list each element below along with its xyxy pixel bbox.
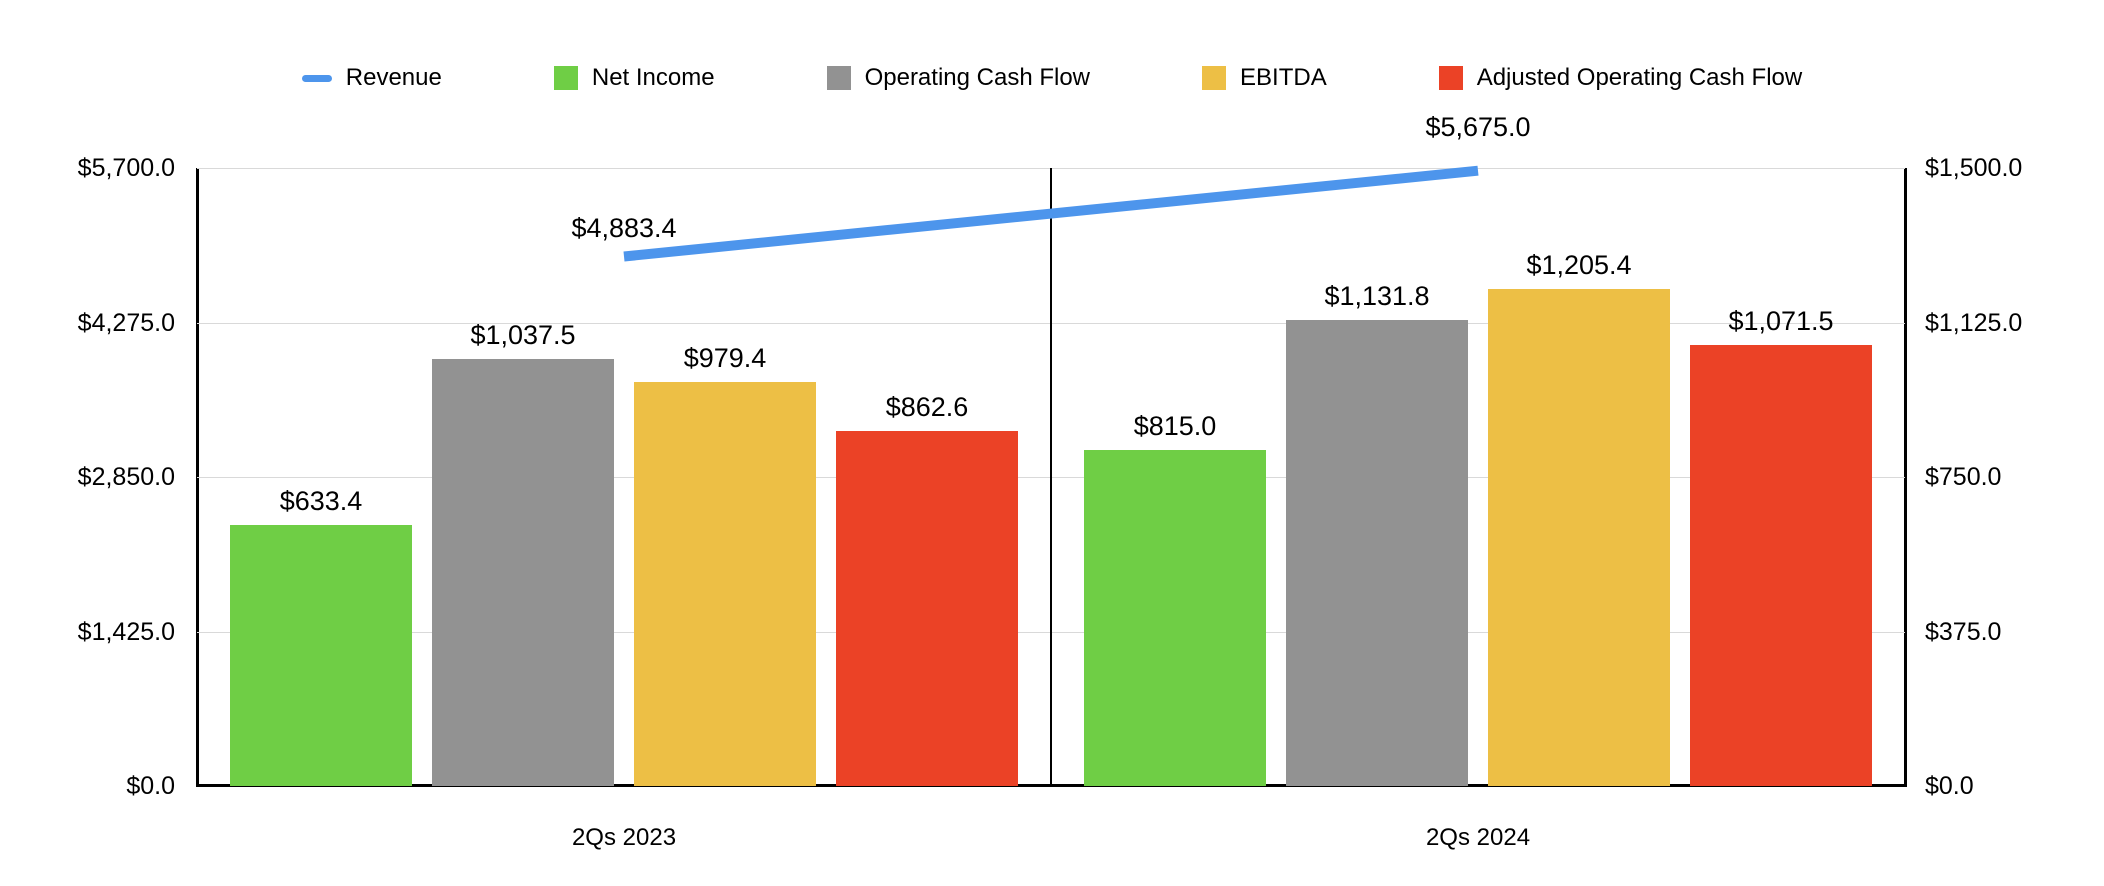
legend-square-swatch-net-income: [553, 66, 578, 90]
legend-item-net-income: Net Income: [553, 64, 715, 91]
chart-legend: Revenue Net Income Operating Cash Flow EBIT…: [0, 66, 2104, 90]
legend-square-swatch-ebitda: [1202, 66, 1227, 90]
legend-item-operating-cash-flow: Operating Cash Flow: [826, 64, 1091, 91]
legend-label: Operating Cash Flow: [864, 64, 1091, 91]
bar-value-label-adjusted-operating-cash-flow-2qs-2023: $862.6: [885, 391, 969, 422]
category-divider-line: [1050, 168, 1052, 786]
right-axis-tick: $375.0: [1925, 618, 2002, 646]
left-axis-tick: $4,275.0: [77, 309, 175, 337]
bar-net-income-2qs-2023: [230, 525, 412, 786]
bar-adjusted-operating-cash-flow-2qs-2023: [836, 431, 1018, 786]
bar-ebitda-2qs-2024: [1488, 289, 1670, 786]
right-axis-tick: $0.0: [1925, 772, 1974, 800]
bar-value-label-operating-cash-flow-2qs-2024: $1,131.8: [1324, 280, 1430, 311]
line-value-label-2qs-2024: $5,675.0: [1425, 111, 1531, 142]
category-label-2qs-2023: 2Qs 2023: [571, 824, 677, 851]
bar-operating-cash-flow-2qs-2023: [432, 359, 614, 786]
bar-net-income-2qs-2024: [1084, 450, 1266, 786]
legend-square-swatch-adjusted-operating-cash-flow: [1438, 66, 1463, 90]
legend-line-swatch-revenue: [301, 74, 332, 82]
bar-value-label-ebitda-2qs-2023: $979.4: [683, 342, 767, 373]
right-axis-tick: $750.0: [1925, 463, 2002, 491]
legend-item-revenue: Revenue: [301, 64, 442, 91]
right-axis-line: [1904, 168, 1907, 786]
right-axis-tick: $1,500.0: [1925, 154, 2023, 182]
legend-label: Adjusted Operating Cash Flow: [1476, 64, 1803, 91]
legend-item-adjusted-operating-cash-flow: Adjusted Operating Cash Flow: [1438, 64, 1803, 91]
bar-adjusted-operating-cash-flow-2qs-2024: [1690, 345, 1872, 786]
plot-area: $633.4 $815.0 $1,037.5 $1,131.8 $979.4 $1,205…: [196, 112, 1907, 787]
bar-ebitda-2qs-2023: [634, 382, 816, 786]
legend-square-swatch-operating-cash-flow: [826, 66, 851, 90]
legend-item-ebitda: EBITDA: [1202, 66, 1327, 90]
legend-label: EBITDA: [1240, 64, 1327, 91]
left-axis-tick: $5,700.0: [77, 154, 175, 182]
bar-value-label-net-income-2qs-2024: $815.0: [1133, 410, 1217, 441]
left-axis-tick: $0.0: [126, 772, 175, 800]
bar-value-label-adjusted-operating-cash-flow-2qs-2024: $1,071.5: [1728, 305, 1834, 336]
bar-operating-cash-flow-2qs-2024: [1286, 320, 1468, 786]
left-axis-tick: $2,850.0: [77, 463, 175, 491]
revenue-line: [623, 165, 1479, 262]
legend-label: Net Income: [591, 64, 715, 91]
left-axis-tick: $1,425.0: [77, 618, 175, 646]
category-label-2qs-2024: 2Qs 2024: [1425, 824, 1531, 851]
line-value-label-2qs-2023: $4,883.4: [571, 212, 677, 243]
bar-value-label-net-income-2qs-2023: $633.4: [279, 485, 363, 516]
legend-label: Revenue: [345, 64, 442, 91]
bar-value-label-ebitda-2qs-2024: $1,205.4: [1526, 249, 1632, 280]
right-axis-tick: $1,125.0: [1925, 309, 2023, 337]
bar-value-label-operating-cash-flow-2qs-2023: $1,037.5: [470, 319, 576, 350]
revenue-line-path: [623, 165, 1479, 262]
